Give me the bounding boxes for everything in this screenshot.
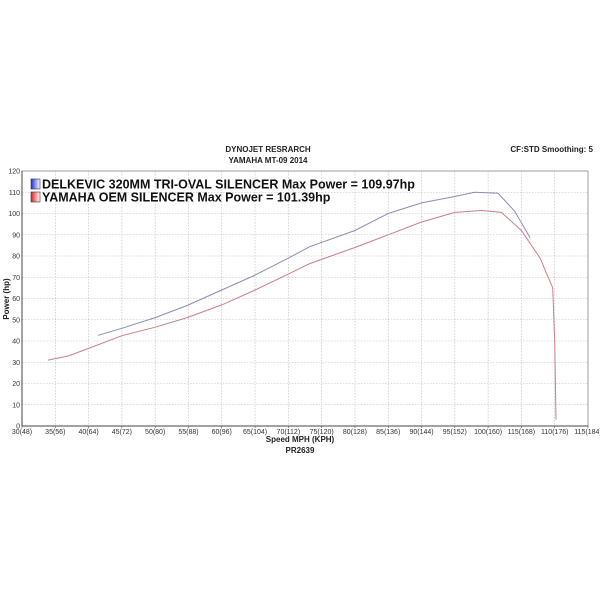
grid bbox=[22, 171, 588, 426]
x-tick-label: 115(184) bbox=[574, 429, 600, 436]
series-line-1 bbox=[47, 209, 557, 420]
x-tick-label: 115(168) bbox=[508, 429, 536, 436]
x-tick-label: 60(96) bbox=[212, 429, 232, 436]
x-tick-label: 75(120) bbox=[310, 429, 334, 436]
y-tick-label: 0 bbox=[16, 424, 20, 431]
y-tick-label: 90 bbox=[12, 232, 20, 239]
y-axis-label: Power (hp) bbox=[2, 278, 11, 320]
x-tick-label: 70(112) bbox=[277, 429, 301, 436]
chart-footer: PR2639 bbox=[286, 446, 315, 455]
y-tick-label: 110 bbox=[9, 190, 20, 197]
y-tick-label: 60 bbox=[12, 296, 20, 303]
y-tick-label: 80 bbox=[12, 254, 20, 261]
legend-label: DELKEVIC 320MM TRI-OVAL SILENCER Max Pow… bbox=[42, 178, 415, 192]
y-tick-label: 50 bbox=[12, 317, 20, 324]
x-tick-label: 110(176) bbox=[541, 429, 569, 436]
x-tick-label: 65(104) bbox=[243, 429, 267, 436]
y-tick-label: 20 bbox=[12, 381, 20, 388]
y-tick-label: 120 bbox=[8, 169, 20, 176]
x-tick-label: 55(88) bbox=[178, 429, 198, 436]
legend-swatch bbox=[30, 191, 41, 203]
chart-subtitle: YAMAHA MT-09 2014 bbox=[229, 156, 309, 165]
y-tick-label: 70 bbox=[12, 275, 20, 282]
legend-label: YAMAHA OEM SILENCER Max Power = 101.39hp bbox=[42, 191, 331, 205]
chart-settings: CF:STD Smoothing: 5 bbox=[510, 145, 593, 154]
x-tick-label: 40(64) bbox=[78, 429, 98, 436]
x-tick-label: 90(144) bbox=[409, 429, 433, 436]
y-tick-label: 10 bbox=[12, 402, 20, 409]
x-tick-label: 35(56) bbox=[45, 429, 65, 436]
x-tick-label: 85(136) bbox=[376, 429, 400, 436]
x-tick-label: 50(80) bbox=[145, 429, 165, 436]
legend-swatch bbox=[30, 178, 41, 190]
y-tick-label: 40 bbox=[12, 339, 20, 346]
axes: 30(48) 35(56) 40(64) 45(72) 50(80) 55(88) 60(9… bbox=[8, 169, 600, 437]
chart-title: DYNOJET RESRARCH bbox=[225, 145, 311, 154]
x-tick-label: 30(48) bbox=[12, 429, 32, 436]
y-tick-label: 100 bbox=[8, 211, 20, 218]
x-tick-label: 100(160) bbox=[474, 429, 502, 436]
x-tick-label: 45(72) bbox=[112, 429, 132, 436]
y-tick-label: 30 bbox=[12, 360, 20, 367]
legend: DELKEVIC 320MM TRI-OVAL SILENCER Max Pow… bbox=[30, 178, 415, 205]
x-tick-label: 95(152) bbox=[443, 429, 467, 436]
series-line-0 bbox=[97, 191, 531, 336]
x-tick-label: 80(128) bbox=[343, 429, 367, 436]
series-lines bbox=[47, 191, 557, 420]
x-axis-label: Speed MPH (KPH) bbox=[266, 435, 335, 444]
